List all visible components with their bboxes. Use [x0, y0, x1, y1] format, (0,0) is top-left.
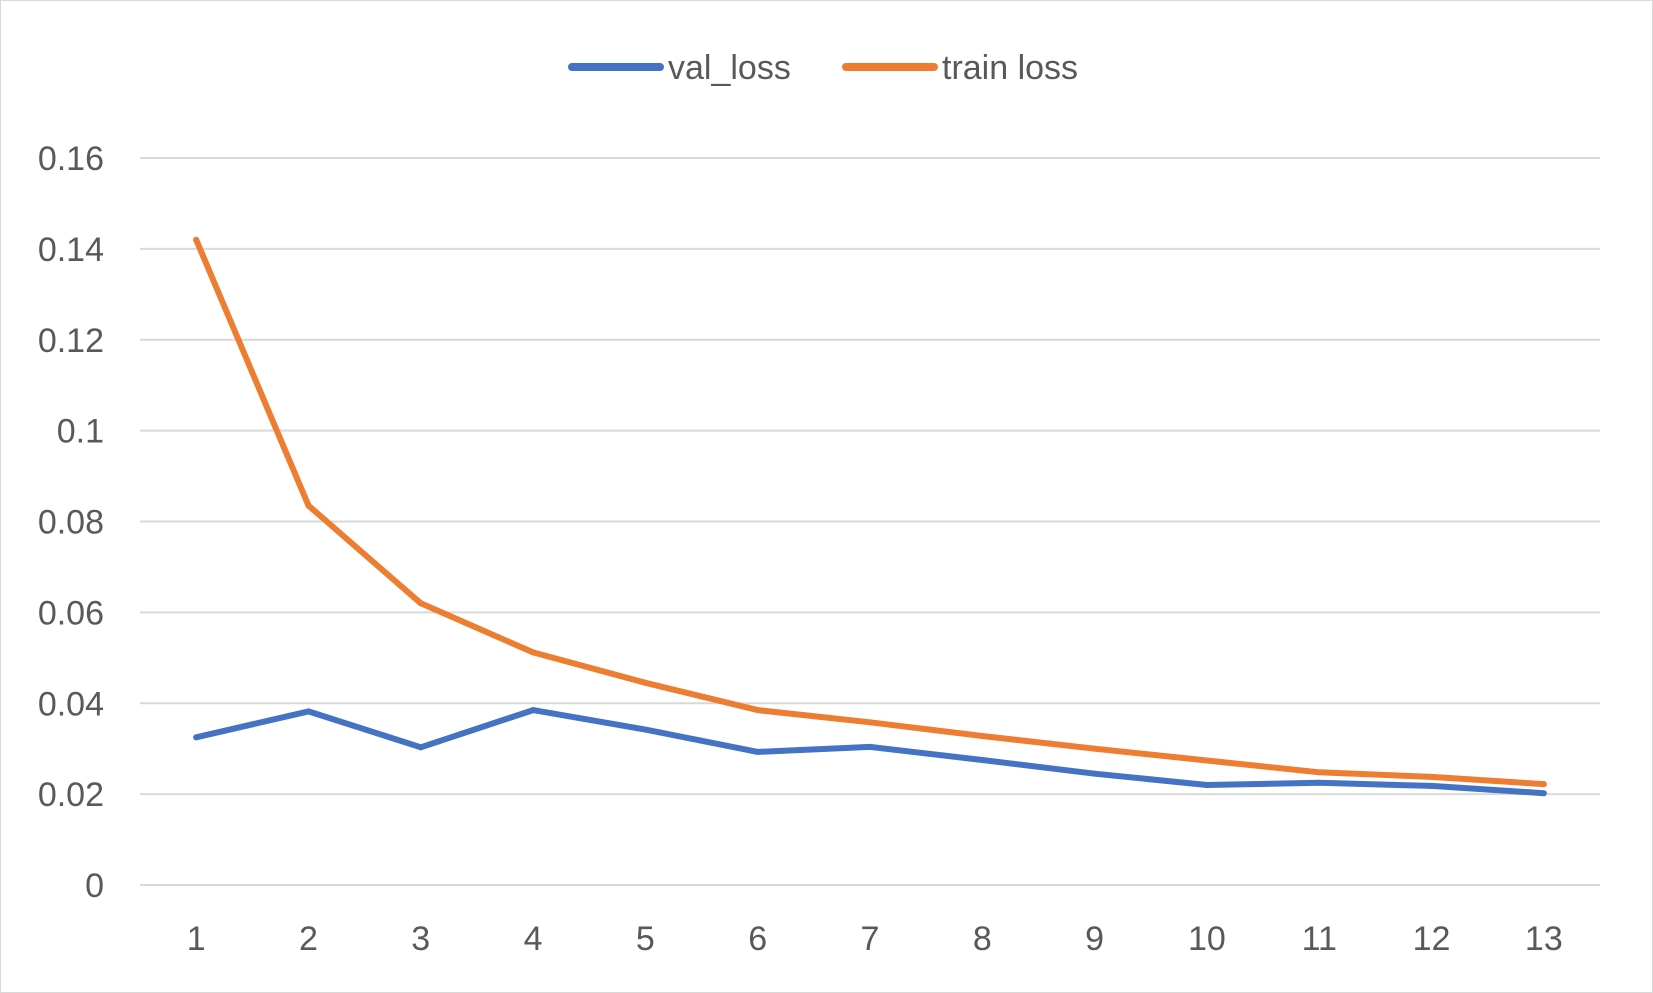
- legend: val_loss train loss: [568, 49, 1078, 87]
- y-axis-tick-labels: 0 0.02 0.04 0.06 0.08 0.1 0.12 0.14 0.16: [38, 140, 104, 905]
- y-tick-label: 0.14: [38, 231, 104, 269]
- x-tick-label: 2: [299, 920, 318, 958]
- data-point: [754, 748, 761, 755]
- data-point: [417, 600, 424, 607]
- x-tick-label: 6: [748, 920, 767, 958]
- series-lines: [193, 236, 1547, 797]
- y-tick-label: 0.12: [38, 322, 104, 360]
- y-tick-label: 0.06: [38, 594, 104, 632]
- x-tick-label: 1: [187, 920, 206, 958]
- data-point: [642, 679, 649, 686]
- data-point: [979, 757, 986, 764]
- y-tick-label: 0.08: [38, 504, 104, 542]
- data-point: [867, 719, 873, 726]
- data-point: [1316, 769, 1323, 776]
- data-point: [1428, 782, 1435, 789]
- x-tick-label: 8: [973, 920, 992, 958]
- y-tick-label: 0.1: [57, 413, 104, 451]
- data-point: [1540, 781, 1547, 788]
- data-point: [417, 744, 424, 751]
- data-point: [1091, 745, 1098, 752]
- x-tick-label: 13: [1525, 920, 1563, 958]
- x-tick-label: 12: [1413, 920, 1451, 958]
- data-point: [1091, 770, 1098, 777]
- y-tick-label: 0.04: [38, 685, 104, 723]
- y-tick-label: 0.16: [38, 140, 104, 178]
- x-tick-label: 9: [1085, 920, 1104, 958]
- y-tick-label: 0: [85, 867, 104, 905]
- data-point: [305, 708, 312, 715]
- data-point: [1203, 782, 1210, 789]
- x-tick-label: 10: [1188, 920, 1226, 958]
- legend-label: val_loss: [668, 49, 791, 87]
- data-point: [305, 502, 312, 509]
- legend-label: train loss: [942, 49, 1078, 87]
- gridlines: [140, 157, 1600, 886]
- data-point: [754, 707, 761, 714]
- y-tick-label: 0.02: [38, 776, 104, 814]
- data-point: [642, 726, 649, 733]
- data-point: [193, 236, 200, 243]
- x-tick-label: 4: [524, 920, 543, 958]
- x-tick-label: 7: [861, 920, 880, 958]
- data-point: [530, 707, 537, 714]
- data-point: [1540, 790, 1547, 797]
- data-point: [1203, 757, 1210, 764]
- x-axis-tick-labels: 1 2 3 4 5 6 7 8 9 10 11 12 13: [187, 920, 1563, 958]
- x-tick-label: 11: [1302, 920, 1337, 958]
- data-point: [193, 734, 200, 741]
- data-point: [1316, 779, 1323, 786]
- data-point: [530, 649, 537, 656]
- x-tick-label: 5: [636, 920, 655, 958]
- data-point: [867, 743, 873, 750]
- data-point: [1428, 773, 1435, 780]
- x-tick-label: 3: [411, 920, 430, 958]
- data-point: [979, 732, 986, 739]
